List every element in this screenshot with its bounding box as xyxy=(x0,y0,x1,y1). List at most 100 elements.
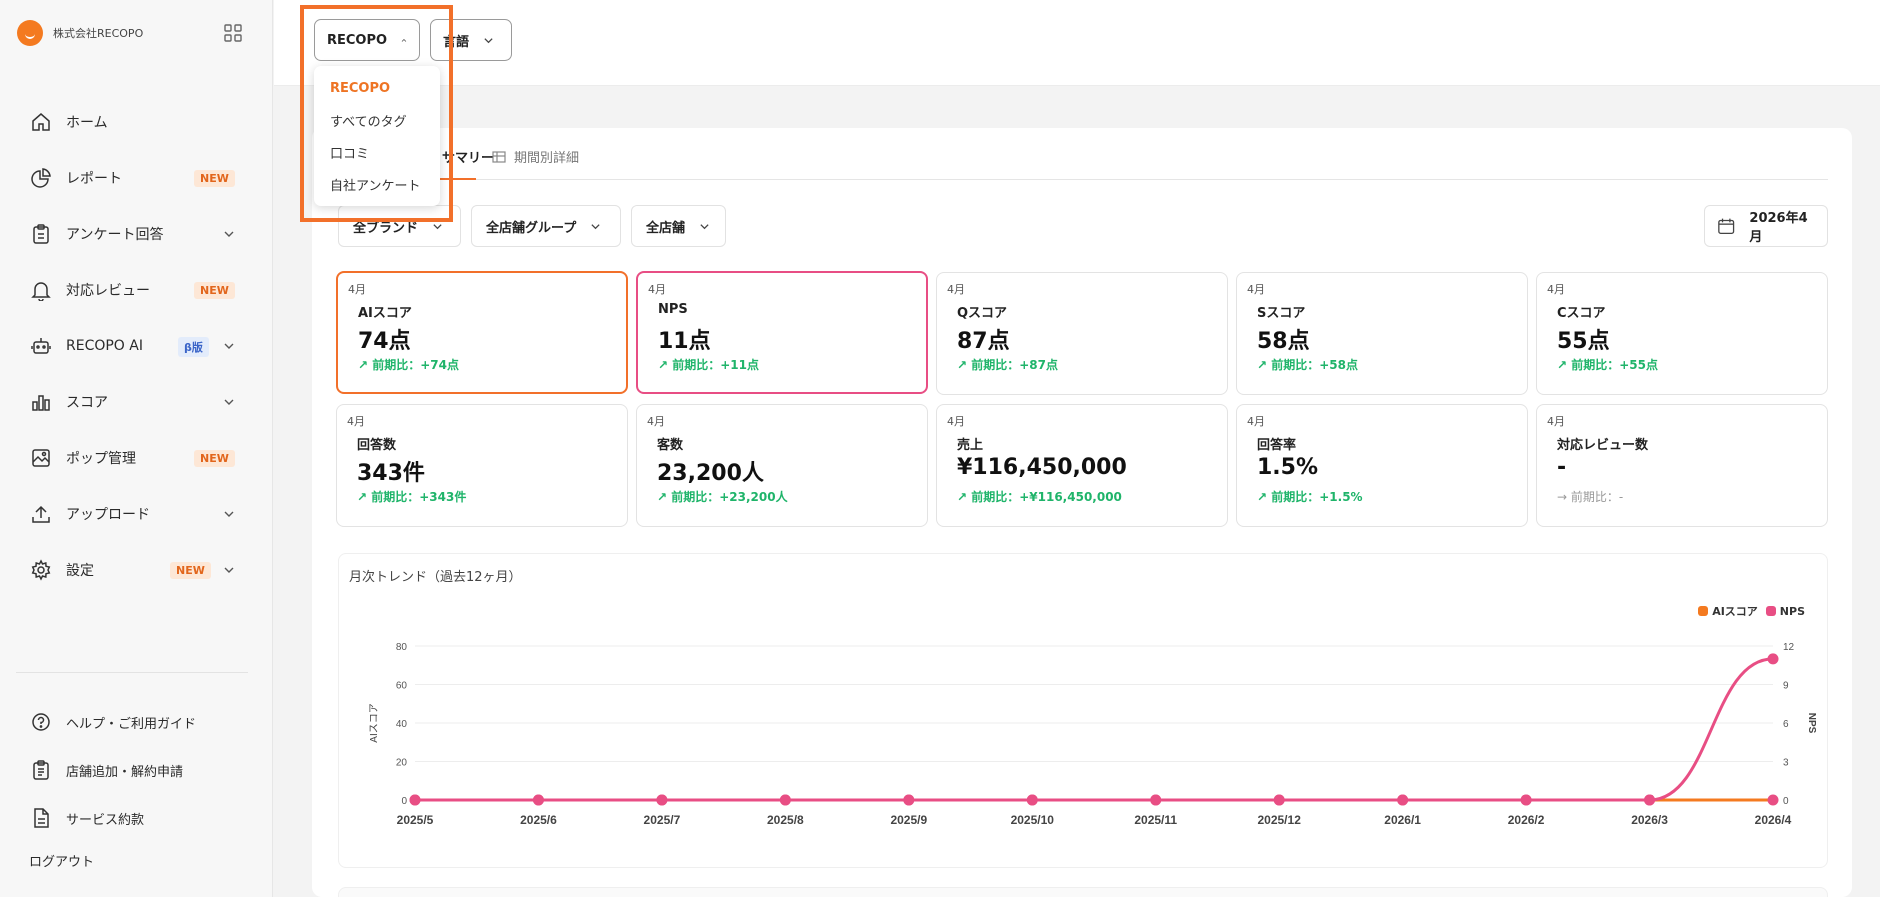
trend-chart: 0 20 40 60 80 0 3 6 9 12 AIスコア NPS 2025/5 2025/6 2025/… xyxy=(369,642,1817,827)
sidebar-item-review[interactable]: 対応レビュー NEW xyxy=(0,262,273,318)
kpi-month: 4月 xyxy=(1247,415,1265,428)
pie-chart-icon xyxy=(31,168,51,188)
recopo-logo-icon xyxy=(17,20,43,46)
app-grid-icon[interactable] xyxy=(224,24,242,42)
store-group-filter[interactable]: 全店舗グループ xyxy=(471,205,621,247)
kpi-card-response-rate[interactable]: 4月 回答率 1.5% ↗ 前期比：+1.5% xyxy=(1236,404,1528,527)
dropdown-option-reviews[interactable]: 口コミ xyxy=(330,146,370,162)
series-line-nps xyxy=(414,657,1774,802)
sidebar-item-label: 店舗追加・解約申請 xyxy=(66,764,184,780)
sidebar-item-recopo-ai[interactable]: RECOPO AI β版 xyxy=(0,318,273,374)
y2-tick-label: 3 xyxy=(1783,758,1789,769)
sidebar-item-label: 設定 xyxy=(66,563,94,579)
language-select[interactable]: 言語 xyxy=(430,19,512,61)
legend-swatch-ai xyxy=(1698,606,1709,616)
sidebar-item-pop[interactable]: ポップ管理 NEW xyxy=(0,430,273,486)
sidebar-item-label: サービス約款 xyxy=(66,812,145,828)
sidebar-item-report[interactable]: レポート NEW xyxy=(0,150,273,206)
sidebar-item-label: アンケート回答 xyxy=(66,227,164,243)
chevron-down-icon[interactable] xyxy=(223,228,235,240)
upload-icon xyxy=(32,505,50,523)
dropdown-option-all-tags[interactable]: すべてのタグ xyxy=(330,114,407,130)
tab-period-detail[interactable]: 期間別詳細 xyxy=(492,147,579,166)
kpi-month: 4月 xyxy=(348,283,366,296)
sidebar-footer: ヘルプ・ご利用ガイド 店舗追加・解約申請 サービス約款 xyxy=(0,698,273,842)
new-badge: NEW xyxy=(170,562,211,579)
sidebar-item-label: ヘルプ・ご利用ガイド xyxy=(66,716,197,732)
x-tick-label: 2025/9 xyxy=(890,813,927,827)
kpi-card-review-count[interactable]: 4月 対応レビュー数 - → 前期比：- xyxy=(1536,404,1828,527)
tab-summary[interactable]: サマリー xyxy=(442,147,494,166)
chevron-down-icon[interactable] xyxy=(223,340,235,352)
sidebar-item-help[interactable]: ヘルプ・ご利用ガイド xyxy=(0,698,273,746)
sidebar-item-label: RECOPO AI xyxy=(66,338,143,354)
sidebar: 株式会社RECOPO ホーム レポート NEW アンケート回答 対応レビュー N… xyxy=(0,0,273,897)
kpi-title: 対応レビュー数 xyxy=(1557,438,1649,453)
brand-filter[interactable]: 全ブランド xyxy=(338,205,461,247)
kpi-card-customers[interactable]: 4月 客数 23,200人 ↗ 前期比：+23,200人 xyxy=(636,404,928,527)
store-filter[interactable]: 全店舗 xyxy=(631,205,726,247)
sidebar-item-survey[interactable]: アンケート回答 xyxy=(0,206,273,262)
y-tick-label: 20 xyxy=(396,758,408,769)
sidebar-item-home[interactable]: ホーム xyxy=(0,94,273,150)
gear-icon xyxy=(31,559,51,581)
new-badge: NEW xyxy=(194,170,235,187)
data-point-nps xyxy=(1644,794,1656,806)
x-tick-label: 2026/4 xyxy=(1755,813,1792,827)
kpi-value: 58点 xyxy=(1257,329,1310,354)
kpi-delta: ↗ 前期比：+55点 xyxy=(1557,358,1658,372)
chevron-down-icon[interactable] xyxy=(223,508,235,520)
brand[interactable]: 株式会社RECOPO xyxy=(17,20,143,46)
kpi-card-sales[interactable]: 4月 売上 ¥116,450,000 ↗ 前期比：+¥116,450,000 xyxy=(936,404,1228,527)
data-point-nps xyxy=(1273,794,1285,806)
legend-nps[interactable]: NPS xyxy=(1765,603,1805,619)
sidebar-item-terms[interactable]: サービス約款 xyxy=(0,794,273,842)
y2-axis-label: NPS xyxy=(1806,713,1817,734)
kpi-title: 回答数 xyxy=(357,438,397,453)
sidebar-item-store-request[interactable]: 店舗追加・解約申請 xyxy=(0,746,273,794)
chevron-down-icon[interactable] xyxy=(223,396,235,408)
chevron-up-icon xyxy=(401,38,407,42)
x-tick-label: 2025/8 xyxy=(767,813,804,827)
active-tab-indicator xyxy=(408,178,476,180)
kpi-card-s-score[interactable]: 4月 Sスコア 58点 ↗ 前期比：+58点 xyxy=(1236,272,1528,395)
kpi-card-ai-score[interactable]: 4月 AIスコア 74点 ↗ 前期比：+74点 xyxy=(336,271,628,394)
logout-link[interactable]: ログアウト xyxy=(29,855,95,870)
x-tick-label: 2026/1 xyxy=(1384,813,1421,827)
legend-ai-score[interactable]: AIスコア xyxy=(1698,603,1758,619)
kpi-month: 4月 xyxy=(347,415,365,428)
sidebar-item-upload[interactable]: アップロード xyxy=(0,486,273,542)
kpi-month: 4月 xyxy=(1247,283,1265,296)
date-picker[interactable]: 2026年4月 xyxy=(1704,205,1828,247)
kpi-delta: ↗ 前期比：+11点 xyxy=(658,358,759,372)
x-tick-label: 2025/5 xyxy=(397,813,434,827)
source-select[interactable]: RECOPO xyxy=(314,19,420,61)
kpi-card-q-score[interactable]: 4月 Qスコア 87点 ↗ 前期比：+87点 xyxy=(936,272,1228,395)
home-icon xyxy=(32,113,50,131)
chevron-down-icon[interactable] xyxy=(223,564,235,576)
data-point-ai-score xyxy=(1767,794,1779,806)
dropdown-option-recopo[interactable]: RECOPO xyxy=(330,80,391,96)
kpi-card-nps[interactable]: 4月 NPS 11点 ↗ 前期比：+11点 xyxy=(636,271,928,394)
document-icon xyxy=(34,808,49,828)
kpi-delta: ↗ 前期比：+58点 xyxy=(1257,358,1358,372)
kpi-delta: ↗ 前期比：+¥116,450,000 xyxy=(957,490,1122,504)
kpi-card-c-score[interactable]: 4月 Cスコア 55点 ↗ 前期比：+55点 xyxy=(1536,272,1828,395)
kpi-month: 4月 xyxy=(1547,415,1565,428)
sidebar-item-settings[interactable]: 設定 NEW xyxy=(0,542,273,598)
sidebar-item-label: ポップ管理 xyxy=(66,451,136,467)
x-tick-label: 2025/6 xyxy=(520,813,557,827)
dropdown-option-own-survey[interactable]: 自社アンケート xyxy=(330,178,421,194)
trend-chart-card: 月次トレンド（過去12ヶ月） AIスコア NPS 0 20 40 60 80 0 3 6 9 12… xyxy=(338,553,1828,868)
y2-tick-label: 6 xyxy=(1783,719,1789,730)
sidebar-item-score[interactable]: スコア xyxy=(0,374,273,430)
sidebar-nav: ホーム レポート NEW アンケート回答 対応レビュー NEW RECOPO A… xyxy=(0,94,273,598)
chevron-down-icon xyxy=(433,223,442,229)
clipboard-list-icon xyxy=(33,760,49,780)
data-point-nps xyxy=(903,794,915,806)
x-tick-label: 2025/11 xyxy=(1134,813,1177,827)
kpi-card-responses[interactable]: 4月 回答数 343件 ↗ 前期比：+343件 xyxy=(336,404,628,527)
sidebar-item-label: スコア xyxy=(66,395,108,411)
sidebar-item-label: レポート xyxy=(66,171,122,187)
kpi-value: - xyxy=(1557,455,1567,480)
